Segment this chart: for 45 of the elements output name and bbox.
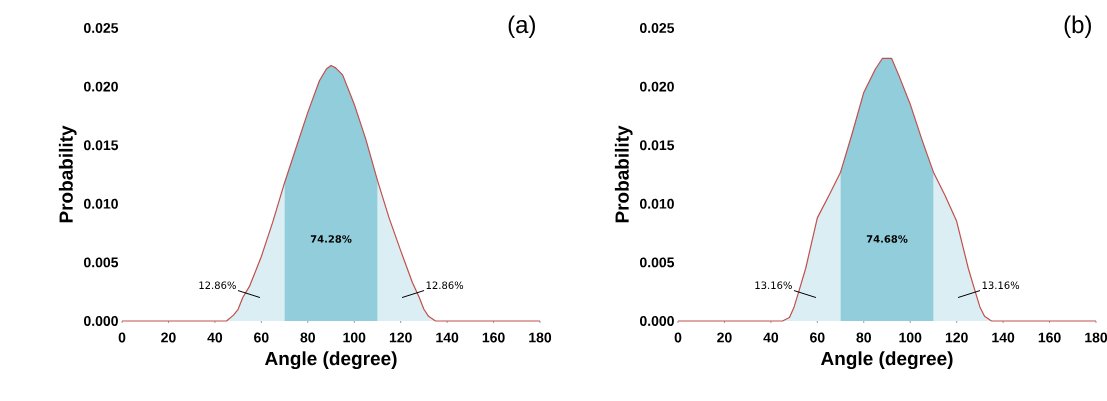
x-tick-label: 160 (482, 332, 505, 343)
x-tick-label: 0 (674, 332, 682, 343)
y-tick-label: 0.015 (84, 140, 119, 151)
x-axis-title: Angle (degree) (264, 351, 397, 370)
y-tick-label: 0.015 (639, 140, 675, 151)
line-series (121, 64, 541, 322)
annotation: 13.16% (982, 281, 1020, 290)
x-tick-label: 160 (1038, 332, 1061, 343)
y-axis-title: Probability (58, 125, 77, 223)
y-axis-title: Probability (614, 125, 633, 223)
y-tick-label: 0.010 (84, 198, 118, 209)
y-tick-label: 0.025 (84, 23, 119, 33)
x-tick-label: 80 (300, 332, 315, 343)
y-tick-label: 0.005 (639, 257, 675, 268)
annotation: 13.16% (755, 281, 792, 290)
x-tick-label: 100 (899, 332, 922, 343)
y-tick-label: 0.000 (84, 316, 118, 326)
x-tick-label: 40 (763, 332, 779, 343)
x-tick-label: 20 (161, 332, 176, 343)
y-tick-label: 0.020 (639, 81, 674, 92)
x-tick-label: 80 (856, 332, 871, 343)
chart-title: (a) (508, 15, 535, 38)
x-tick-label: 100 (343, 332, 366, 343)
x-tick-label: 140 (992, 332, 1015, 343)
y-tick-label: 0.000 (639, 316, 674, 326)
x-tick-label: 40 (207, 332, 223, 343)
y-tick-label: 0.005 (84, 257, 119, 268)
x-tick-label: 0 (118, 332, 126, 343)
annotation: 74.28% (310, 235, 352, 243)
x-tick-label: 180 (1085, 332, 1107, 343)
x-tick-label: 180 (529, 332, 552, 343)
y-tick-label: 0.010 (639, 198, 674, 209)
x-tick-label: 60 (254, 332, 269, 343)
annotation: 12.86% (426, 281, 464, 290)
annotation: 74.68% (866, 235, 908, 243)
x-tick-label: 60 (810, 332, 825, 343)
x-tick-label: 140 (436, 332, 459, 343)
x-tick-label: 120 (945, 332, 968, 343)
y-tick-label: 0.020 (84, 81, 118, 92)
y-tick-label: 0.025 (639, 23, 675, 33)
chart-title: (b) (1064, 15, 1091, 38)
annotation: 12.86% (199, 281, 236, 290)
x-tick-label: 20 (717, 332, 732, 343)
x-tick-label: 120 (389, 332, 412, 343)
x-axis-title: Angle (degree) (820, 351, 953, 370)
